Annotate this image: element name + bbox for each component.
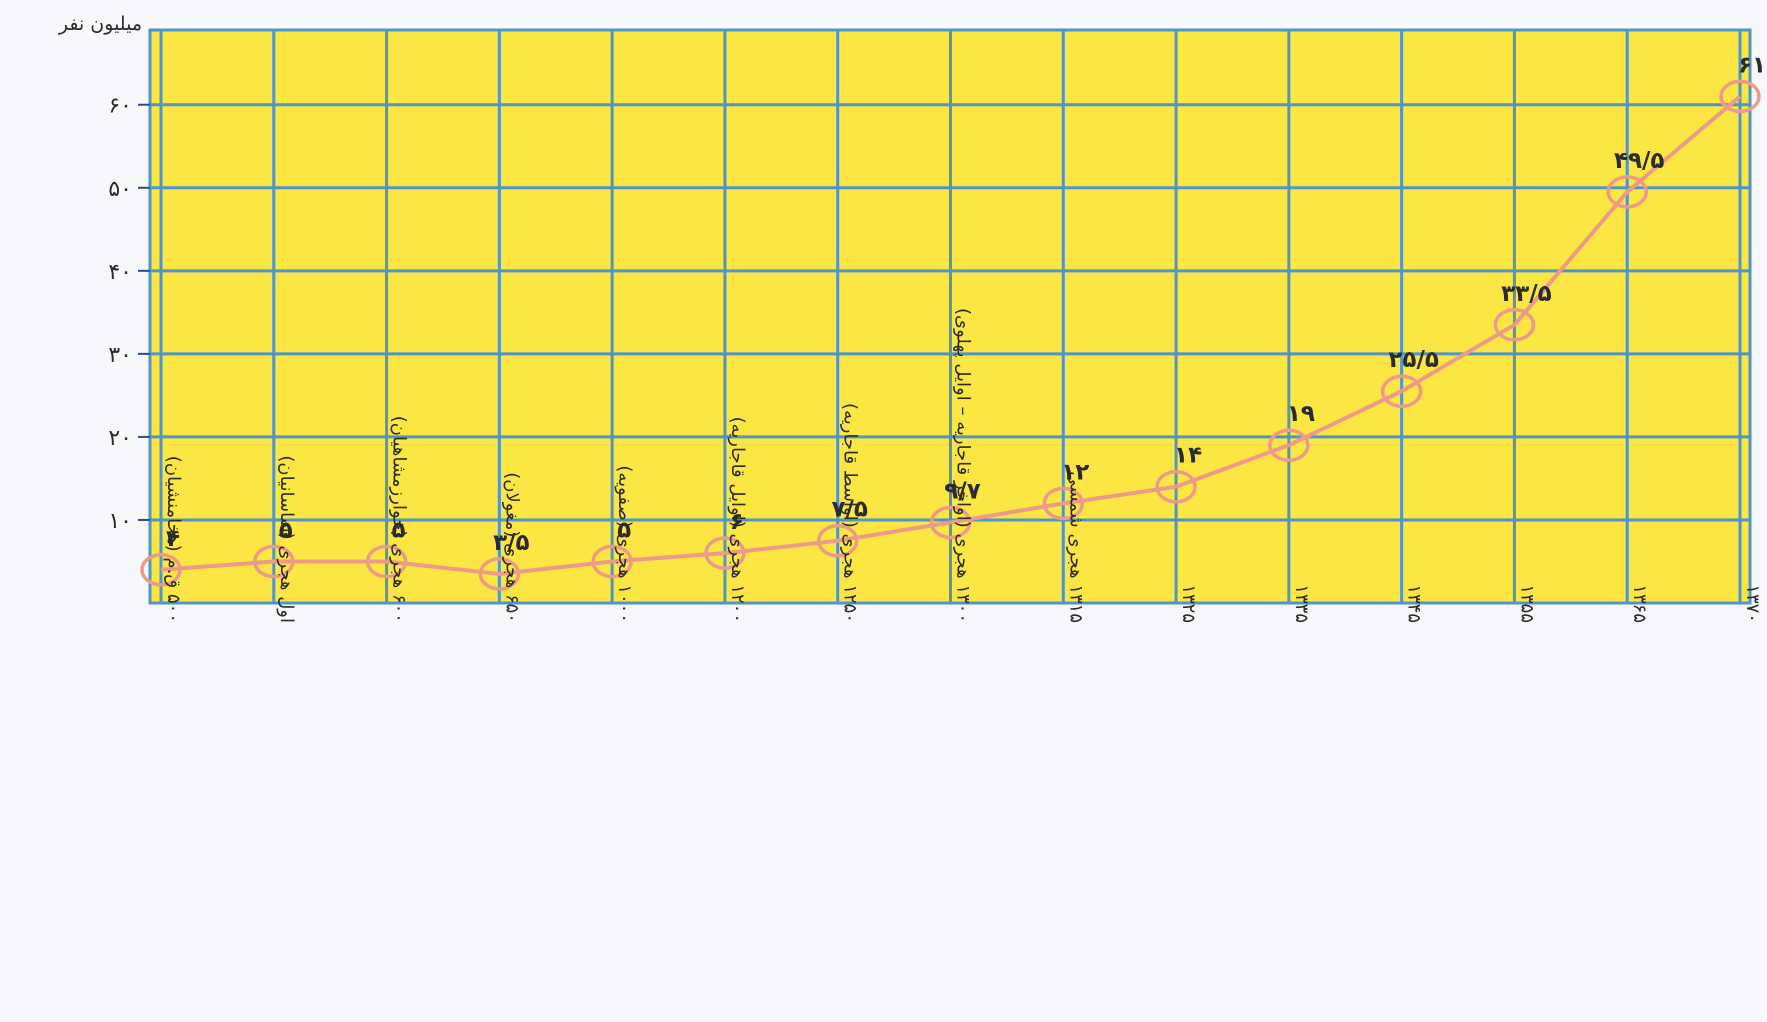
- x-axis-category-labels: ۵۰۰ ق.م (هخامنشیان) اول هجری (ساسانیان) ۶۰…: [163, 308, 1763, 623]
- data-point: [704, 536, 746, 570]
- x-category-label: ۱۲۰۰ هجری (اوایل قاجاریه): [727, 417, 748, 623]
- data-point: [1155, 469, 1197, 504]
- plot-frame: [148, 28, 1752, 605]
- data-point: [1606, 175, 1648, 209]
- data-label: ۵: [392, 517, 406, 543]
- data-point: [1268, 428, 1310, 462]
- data-label: ۵: [617, 517, 631, 543]
- x-category-label: ۵۰۰ ق.م (هخامنشیان): [163, 456, 184, 623]
- data-label: ۷/۵: [831, 497, 867, 523]
- data-point: [478, 557, 521, 591]
- data-point: [1719, 79, 1761, 114]
- data-label: ۴۹/۵: [1614, 148, 1665, 174]
- data-point: [816, 523, 859, 558]
- x-category-label: اول هجری (ساسانیان): [276, 455, 297, 623]
- x-category-label: ۱۳۷۰: [1742, 584, 1763, 623]
- x-category-label: ۱۳۵۵: [1516, 584, 1537, 623]
- series-line: [160, 94, 1742, 576]
- y-tick-label: ۱۰: [108, 509, 132, 534]
- x-category-label: ۱۳۶۵: [1629, 584, 1650, 623]
- y-axis-ticks: ۱۰ ۲۰ ۳۰ ۴۰ ۵۰ ۶۰: [108, 94, 150, 534]
- y-tick-label: ۳۰: [108, 343, 132, 368]
- x-category-label: ۶۰۰ هجری (خوارزمشاهیان): [389, 416, 410, 623]
- y-tick-label: ۶۰: [108, 94, 132, 119]
- data-point: [1380, 374, 1423, 408]
- x-category-label: ۱۲۵۰ هجری (اواسط قاجاریه): [840, 403, 861, 623]
- data-label: ۳۳/۵: [1501, 281, 1552, 307]
- data-label: ۲۵/۵: [1388, 347, 1439, 373]
- population-series-line: [160, 94, 1742, 576]
- data-point: [1493, 308, 1536, 342]
- y-tick-label: ۲۰: [108, 426, 132, 451]
- data-point: [253, 544, 295, 579]
- data-label: ۹/۷: [944, 478, 980, 504]
- x-category-label: ۱۳۲۵: [1178, 584, 1199, 623]
- y-tick-label: ۴۰: [108, 260, 132, 285]
- data-point: [140, 553, 182, 587]
- data-point: [365, 544, 408, 579]
- data-point: [1042, 486, 1085, 521]
- data-label: ۶: [730, 509, 744, 535]
- data-labels: ۴ ۵ ۵ ۳/۵ ۵ ۶ ۷/۵ ۹/۷ ۱۲ ۱۴ ۱۹ ۲۵/۵ ۳۳/۵ ۴۹/۵ ۶۱: [166, 52, 1766, 555]
- data-label: ۵: [279, 517, 293, 543]
- data-label: ۳/۵: [493, 530, 529, 556]
- x-category-label: ۶۵۰ هجری (مغولان): [501, 472, 522, 623]
- data-label: ۶۱: [1738, 52, 1766, 78]
- x-category-label: ۱۳۰۰ هجری (اواخر قاجاریه – اوایل پهلوی): [953, 308, 974, 623]
- data-label: ۱۹: [1287, 401, 1315, 427]
- x-category-label: ۱۳۴۵: [1404, 584, 1425, 623]
- series-markers: [140, 79, 1761, 591]
- y-axis-unit-label: میلیون نفر: [58, 13, 142, 35]
- data-label: ۱۴: [1174, 443, 1202, 469]
- x-category-label: ۱۰۰۰ هجری (صفویه): [614, 465, 635, 623]
- x-category-label: ۱۳۱۵ هجری شمسی: [1065, 471, 1086, 623]
- data-label: ۴: [166, 526, 180, 552]
- data-point: [929, 505, 972, 540]
- y-tick-label: ۵۰: [108, 177, 132, 202]
- data-point: [591, 544, 633, 579]
- x-category-label: ۱۳۳۵: [1291, 584, 1312, 623]
- data-label: ۱۲: [1061, 459, 1089, 485]
